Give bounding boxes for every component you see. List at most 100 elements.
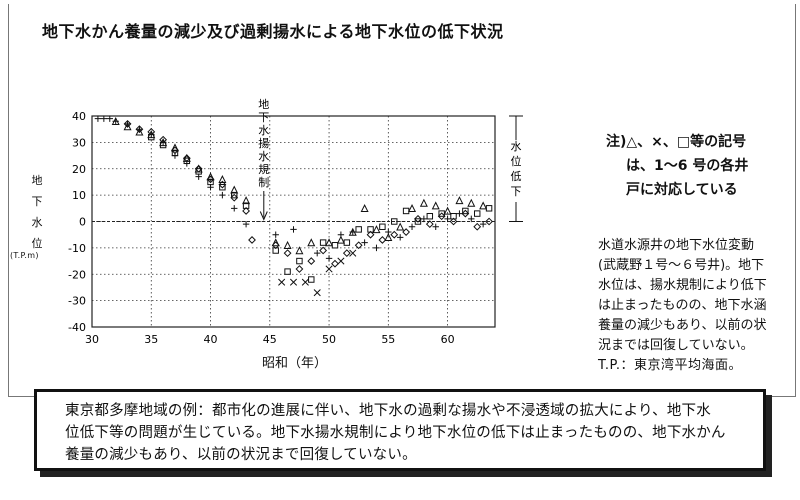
chart-description: 水道水源井の地下水位変動 (武蔵野１号～６号井)。地下 水位は、揚水規制により低… xyxy=(598,236,786,376)
y-tick-label: 0 xyxy=(79,216,86,229)
chart-grid xyxy=(92,116,495,327)
data-point-triangle xyxy=(283,240,292,249)
data-point-square xyxy=(219,183,226,191)
data-point-triangle xyxy=(206,172,215,181)
data-point-x xyxy=(289,278,298,286)
data-point-diamond xyxy=(159,135,168,144)
data-point-plus xyxy=(408,223,416,230)
page-title: 地下水かん養量の減少及び過剰揚水による地下水位の低下状況 xyxy=(42,22,504,41)
range-label: 水位低下 xyxy=(511,140,522,198)
x-tick-label: 50 xyxy=(322,333,336,346)
y-axis-label: 地 下 水 位 xyxy=(12,170,62,254)
y-tick-label: -40 xyxy=(68,321,86,334)
y-tick-label: 10 xyxy=(72,189,86,202)
data-point-x xyxy=(337,257,345,265)
y-tick-label: 30 xyxy=(72,136,86,149)
range-label-bg xyxy=(509,140,523,202)
data-point-triangle xyxy=(325,238,334,247)
x-tick-label: 60 xyxy=(441,333,455,346)
data-point-square xyxy=(159,141,167,149)
data-point-triangle xyxy=(443,206,452,215)
regulation-label-char: 下 xyxy=(258,111,269,124)
data-point-square xyxy=(319,239,327,246)
data-point-x xyxy=(325,265,333,273)
caption-box: 東京都多摩地域の例：都市化の進展に伴い、地下水の過剰な揚水や不浸透域の拡大により… xyxy=(34,389,766,471)
data-point-square xyxy=(272,247,279,254)
range-label-char: 低 xyxy=(511,170,522,183)
data-point-square xyxy=(367,226,374,233)
description-line: 水道水源井の地下水位変動 xyxy=(598,238,755,253)
data-point-plus xyxy=(272,231,279,238)
data-point-square xyxy=(438,210,445,217)
y-axis-label-char: 水 xyxy=(31,216,43,229)
data-point-diamond xyxy=(295,265,304,273)
y-tick-label: 40 xyxy=(72,110,86,123)
data-point-square xyxy=(183,157,191,165)
data-point-plus xyxy=(479,220,487,228)
data-point-diamond xyxy=(248,236,256,244)
data-point-triangle xyxy=(230,185,239,194)
y-axis-label-char: 位 xyxy=(31,237,43,250)
legend-note-line: 注)△、×、□等の記号 xyxy=(606,134,747,150)
data-point-square xyxy=(414,218,422,225)
x-tick-label: 35 xyxy=(144,333,158,346)
data-point-diamond xyxy=(206,175,215,184)
x-axis-label: 昭和（年） xyxy=(262,356,328,371)
y-axis-label-char: 地 xyxy=(31,174,43,187)
plot-frame xyxy=(91,115,496,328)
data-point-diamond xyxy=(390,230,399,239)
y-tick-label: -20 xyxy=(68,268,86,281)
data-point-square xyxy=(450,213,457,220)
data-point-diamond xyxy=(171,146,179,155)
y-tick-label: 20 xyxy=(72,163,86,176)
data-point-x xyxy=(349,249,357,257)
legend-note-line: 戸に対応している xyxy=(626,182,738,198)
data-point-plus xyxy=(325,255,333,262)
data-point-diamond xyxy=(123,120,132,128)
data-point-diamond xyxy=(449,217,458,226)
data-point-square xyxy=(402,207,410,215)
data-point-diamond xyxy=(218,180,227,189)
legend-note-line: は、1～6 号の各井 xyxy=(626,158,749,174)
data-point-diamond xyxy=(402,228,411,236)
data-point-square xyxy=(426,213,434,220)
description-line: T.P.：東京湾平均海面。 xyxy=(598,358,742,373)
data-point-plus xyxy=(94,115,102,122)
y-axis-label-char: 下 xyxy=(31,195,43,208)
data-point-square xyxy=(171,149,179,157)
data-point-diamond xyxy=(182,154,191,163)
data-point-plus xyxy=(290,226,297,233)
y-tick-label: -30 xyxy=(68,295,86,308)
data-point-triangle xyxy=(218,174,227,183)
data-point-square xyxy=(485,205,493,212)
x-tick-label: 45 xyxy=(263,333,277,346)
data-point-triangle xyxy=(348,227,357,236)
regulation-label: 地下水揚水規制 xyxy=(258,98,269,189)
description-line: は止まったものの、地下水涵 xyxy=(598,298,767,313)
data-point-diamond xyxy=(473,222,482,231)
data-point-square xyxy=(284,268,291,275)
data-point-diamond xyxy=(135,125,144,134)
data-point-triangle xyxy=(307,238,316,247)
data-point-square xyxy=(296,257,303,265)
data-point-plus xyxy=(106,115,113,122)
data-point-square xyxy=(391,218,398,225)
data-point-x xyxy=(301,278,309,286)
y-tick-label: -10 xyxy=(68,242,86,255)
data-point-square xyxy=(231,191,238,199)
data-point-triangle xyxy=(123,122,132,131)
data-point-triangle xyxy=(467,198,476,207)
x-tick-label: 30 xyxy=(85,333,99,346)
regulation-label-char: 制 xyxy=(258,176,269,189)
y-axis-unit: (T.P.m) xyxy=(10,251,39,260)
data-point-x xyxy=(278,278,286,286)
regulation-label-char: 水 xyxy=(258,150,269,163)
data-point-square xyxy=(462,207,469,215)
range-label-char: 水 xyxy=(511,140,522,153)
data-point-diamond xyxy=(283,249,292,258)
data-point-diamond xyxy=(147,127,156,136)
data-point-square xyxy=(355,226,362,233)
